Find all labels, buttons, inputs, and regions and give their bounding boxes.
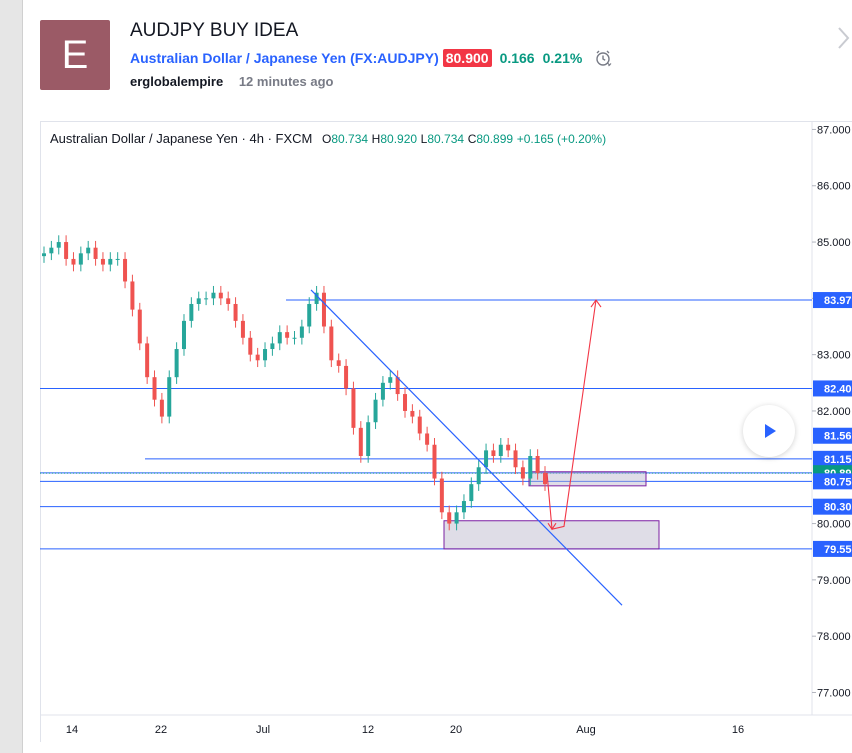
- price-change-percent: 0.21%: [542, 50, 583, 66]
- legend-close-label: C: [467, 132, 477, 146]
- avatar[interactable]: E: [40, 20, 110, 90]
- legend-change: +0.165 (+0.20%): [516, 132, 607, 146]
- idea-title: AUDJPY BUY IDEA: [130, 20, 299, 41]
- author-link[interactable]: erglobalempire: [130, 74, 224, 89]
- symbol-row: Australian Dollar / Japanese Yen (FX:AUD…: [130, 49, 612, 67]
- play-button[interactable]: [743, 405, 795, 457]
- legend-high: 80.920: [380, 132, 418, 146]
- legend-open-label: O: [322, 132, 332, 146]
- legend-high-label: H: [371, 132, 381, 146]
- chevron-right-icon[interactable]: [836, 24, 852, 52]
- legend-open: 80.734: [331, 132, 369, 146]
- posted-time: 12 minutes ago: [238, 74, 334, 89]
- chart-legend: Australian Dollar / Japanese Yen · 4h · …: [50, 131, 607, 146]
- symbol-code-link[interactable]: (FX:AUDJPY): [350, 50, 439, 66]
- price-change: 0.166: [499, 50, 535, 66]
- legend-low: 80.734: [427, 132, 465, 146]
- chart-frame: [40, 121, 852, 742]
- legend-interval: 4h: [249, 131, 264, 146]
- symbol-link[interactable]: Australian Dollar / Japanese Yen: [130, 50, 347, 66]
- play-icon: [765, 424, 776, 438]
- sidebar-divider: [22, 0, 23, 753]
- author-row: erglobalempire 12 minutes ago: [130, 74, 333, 89]
- legend-exchange: FXCM: [275, 131, 313, 146]
- avatar-letter: E: [61, 32, 89, 77]
- price-badge: 80.900: [442, 49, 492, 67]
- alarm-clock-icon[interactable]: [594, 49, 612, 67]
- legend-close: 80.899: [476, 132, 514, 146]
- legend-low-label: L: [420, 132, 428, 146]
- left-sidebar-strip: [0, 0, 22, 753]
- legend-symbol: Australian Dollar / Japanese Yen: [50, 131, 238, 146]
